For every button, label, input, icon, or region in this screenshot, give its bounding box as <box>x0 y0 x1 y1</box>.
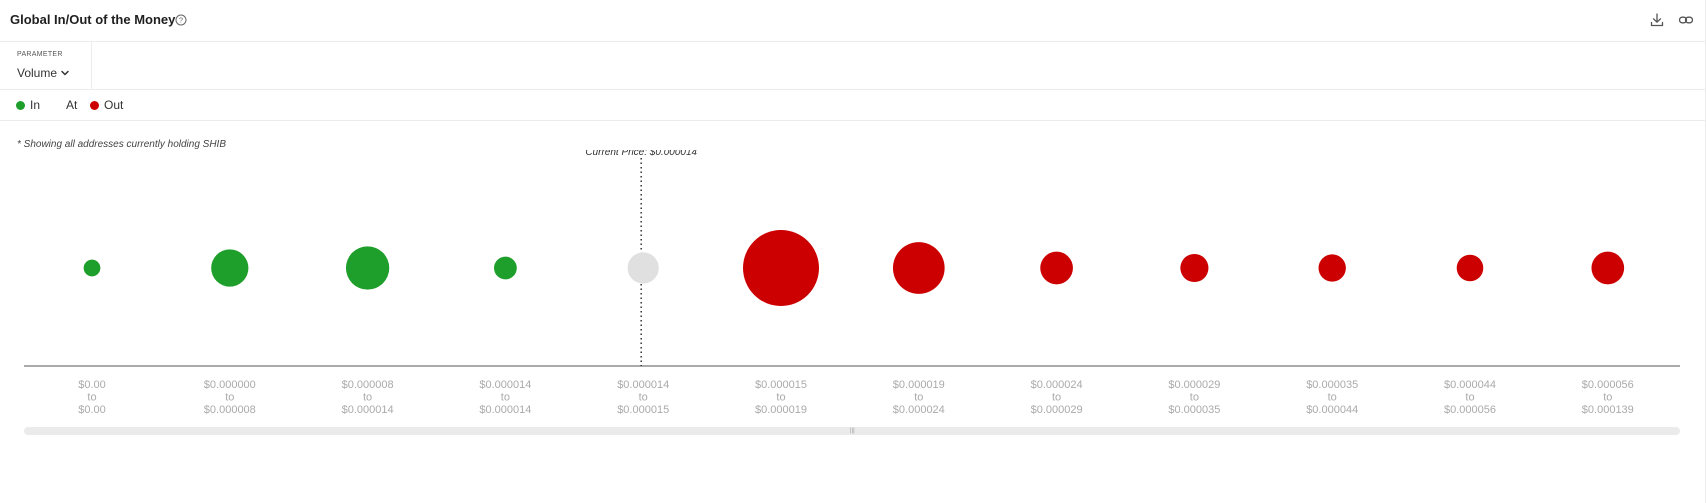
tick-label: to <box>1190 392 1199 404</box>
tick-label: to <box>501 392 510 404</box>
bubble-out[interactable] <box>1180 253 1209 283</box>
chart-scrollbar[interactable]: ||| <box>24 427 1680 435</box>
link-icon[interactable] <box>1678 12 1694 28</box>
legend-item-in[interactable]: In <box>16 98 40 112</box>
tick-label: $0.000029 <box>1168 379 1220 391</box>
tick-label: $0.000000 <box>204 379 256 391</box>
tick-label: $0.000044 <box>1444 379 1496 391</box>
tick-label: to <box>1052 392 1061 404</box>
bubble-at[interactable] <box>627 252 659 284</box>
bubble-out[interactable] <box>1456 254 1484 282</box>
tick-label: $0.000029 <box>1031 404 1083 416</box>
svg-text:?: ? <box>179 16 183 25</box>
tick-label: $0.00 <box>78 404 106 416</box>
parameter-bar: PARAMETER Volume <box>0 42 1706 90</box>
tick-label: to <box>1328 392 1337 404</box>
tick-label: to <box>87 392 96 404</box>
legend-label-at: At <box>66 98 78 112</box>
bubble-out[interactable] <box>743 230 819 306</box>
legend-label-in: In <box>30 98 41 112</box>
widget-title: Global In/Out of the Money <box>10 12 176 27</box>
tick-label: to <box>1603 392 1612 404</box>
tick-label: $0.000008 <box>204 404 256 416</box>
bubble-out[interactable] <box>1591 251 1625 285</box>
legend-label-out: Out <box>104 98 124 112</box>
tick-label: to <box>1465 392 1474 404</box>
tick-label: to <box>363 392 372 404</box>
tick-label: $0.000014 <box>479 379 531 391</box>
tick-label: $0.000024 <box>1031 379 1083 391</box>
help-icon[interactable]: ? <box>175 14 187 26</box>
tick-label: $0.000024 <box>893 404 945 416</box>
bubble-out[interactable] <box>1318 254 1346 282</box>
tick-label: $0.000019 <box>755 404 807 416</box>
legend-bar: In At Out <box>0 90 1706 121</box>
tick-label: $0.000015 <box>755 379 807 391</box>
tick-label: $0.000019 <box>893 379 945 391</box>
tick-label: $0.000014 <box>479 404 531 416</box>
scrollbar-grip-icon[interactable]: ||| <box>850 428 855 434</box>
tick-label: $0.000035 <box>1306 379 1358 391</box>
tick-label: to <box>914 392 923 404</box>
tick-label: to <box>225 392 234 404</box>
tick-label: $0.000035 <box>1168 404 1220 416</box>
widget-header: Global In/Out of the Money ? <box>0 0 1706 42</box>
legend-dot-in <box>16 100 25 110</box>
bubble-in[interactable] <box>83 259 101 277</box>
tick-label: $0.000044 <box>1306 404 1358 416</box>
tick-label: $0.000014 <box>342 404 394 416</box>
tick-label: to <box>639 392 648 404</box>
bubble-in[interactable] <box>494 256 517 280</box>
parameter-value: Volume <box>17 66 58 80</box>
parameter-cell: PARAMETER Volume <box>0 42 92 90</box>
tick-label: to <box>776 392 785 404</box>
bubble-out[interactable] <box>1040 251 1073 285</box>
tick-label: $0.000014 <box>617 379 669 391</box>
tick-label: $0.000056 <box>1582 379 1634 391</box>
legend-item-at[interactable]: At <box>66 98 77 112</box>
bubble-out[interactable] <box>892 242 945 294</box>
legend-item-out[interactable]: Out <box>90 98 123 112</box>
tick-label: $0.000139 <box>1582 404 1634 416</box>
tick-label: $0.000056 <box>1444 404 1496 416</box>
bubble-chart: Current Price: $0.000014$0.00to$0.00$0.0… <box>24 150 1680 416</box>
holding-note: * Showing all addresses currently holdin… <box>17 139 226 150</box>
tick-label: $0.00 <box>78 379 106 391</box>
chevron-down-icon <box>61 70 69 76</box>
parameter-label: PARAMETER <box>17 51 63 58</box>
parameter-select[interactable]: Volume <box>17 66 70 80</box>
bubble-in[interactable] <box>211 249 249 287</box>
legend-dot-out <box>90 100 99 110</box>
current-price-label: Current Price: $0.000014 <box>585 150 697 158</box>
tick-label: $0.000008 <box>342 379 394 391</box>
tick-label: $0.000015 <box>617 404 669 416</box>
bubble-in[interactable] <box>345 246 390 290</box>
download-icon[interactable] <box>1649 12 1665 28</box>
